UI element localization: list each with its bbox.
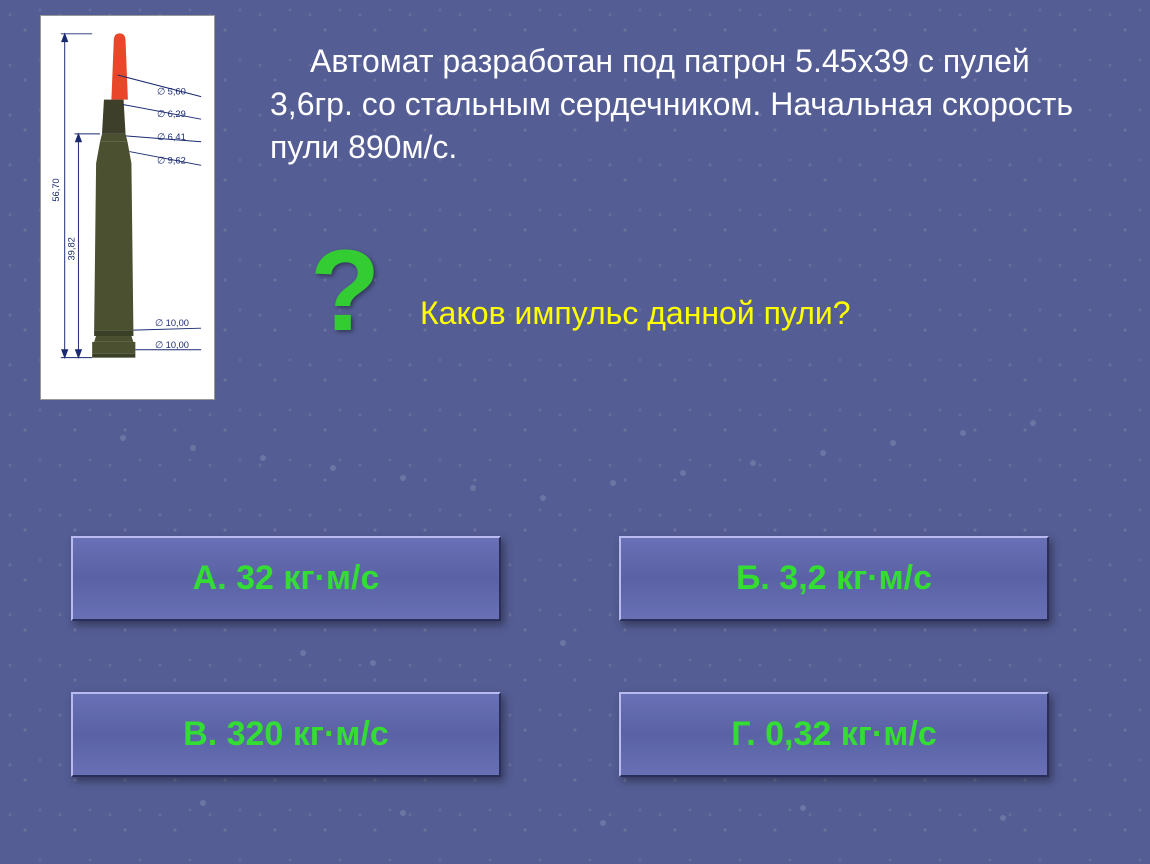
answer-option-b[interactable]: Б. 3,2 кг·м/с: [619, 536, 1049, 621]
question-text: Каков импульс данной пули?: [420, 295, 851, 332]
cartridge-svg: 56,70 39,82 ∅ 5,60 ∅ 6,29 ∅ 6,41 ∅ 9,62 …: [49, 24, 206, 391]
description-text: Автомат разработан под патрон 5.45х39 с …: [270, 40, 1100, 170]
answer-label-d: Г. 0,32 кг·м/с: [731, 715, 937, 754]
answer-option-d[interactable]: Г. 0,32 кг·м/с: [619, 692, 1049, 777]
answer-label-c: В. 320 кг·м/с: [183, 715, 389, 754]
answer-label-b: Б. 3,2 кг·м/с: [736, 559, 932, 598]
dim-d5: ∅ 10,00: [155, 318, 189, 328]
cartridge-diagram: 56,70 39,82 ∅ 5,60 ∅ 6,29 ∅ 6,41 ∅ 9,62 …: [40, 15, 215, 400]
question-mark-icon: ?: [310, 225, 380, 357]
answer-option-c[interactable]: В. 320 кг·м/с: [71, 692, 501, 777]
dim-total-height: 56,70: [51, 178, 61, 201]
dim-d1: ∅ 5,60: [157, 87, 186, 97]
dim-d2: ∅ 6,29: [157, 109, 186, 119]
dim-d4: ∅ 9,62: [157, 155, 186, 165]
answer-label-a: А. 32 кг·м/с: [193, 559, 380, 598]
dim-d3: ∅ 6,41: [157, 132, 186, 142]
dim-d6: ∅ 10,00: [155, 340, 189, 350]
dim-case-height: 39,82: [67, 237, 77, 260]
answer-option-a[interactable]: А. 32 кг·м/с: [71, 536, 501, 621]
